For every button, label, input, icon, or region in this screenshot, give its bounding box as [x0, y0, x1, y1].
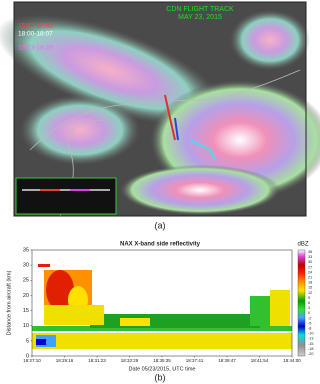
x-tick-label: 18:41:54: [251, 358, 269, 363]
y-tick-label: 20: [23, 293, 29, 299]
colorbar-tick-label: 27: [308, 265, 312, 269]
colorbar-tick-label: 36: [308, 250, 312, 254]
y-tick-label: 30: [23, 263, 29, 269]
x-tick-label: 18:29:16: [56, 358, 74, 363]
legend-entry: 18:23-18:29: [18, 45, 53, 52]
colorbar-tick-label: 18: [308, 281, 312, 285]
y-tick-label: 5: [26, 338, 29, 344]
colorbar-tick-label: 0: [308, 311, 310, 315]
panel-label: (a): [155, 220, 166, 230]
colorbar-tick-label: -13: [308, 337, 314, 341]
panel-label: (b): [155, 372, 166, 382]
colorbar-tick-label: -5: [308, 321, 311, 325]
x-tick-label: 18:31:23: [88, 358, 106, 363]
colorbar-tick-label: -10: [308, 332, 314, 336]
x-tick-label: 18:27:10: [23, 358, 41, 363]
x-tick-label: 18:44:00: [283, 358, 301, 363]
y-tick-label: 10: [23, 323, 29, 329]
colorbar-tick-label: -20: [308, 352, 314, 356]
colorbar-tick-label: 33: [308, 255, 312, 259]
x-tick-label: 18:33:29: [121, 358, 139, 363]
colorbar-tick-label: -15: [308, 342, 314, 346]
colorbar-tick-label: -18: [308, 347, 314, 351]
satellite-image: [0, 1, 320, 217]
panel-a-date: MAY 23, 2015: [178, 14, 222, 21]
x-axis-label: Date 05/23/2015, UTC time: [129, 366, 196, 372]
x-tick-label: 18:35:35: [153, 358, 171, 363]
colorbar-tick-label: 21: [308, 276, 312, 280]
y-axis-label: Distance from aircraft (km): [6, 270, 12, 335]
y-tick-label: 25: [23, 278, 29, 284]
y-tick-label: 0: [26, 353, 29, 359]
y-tick-label: 15: [23, 308, 29, 314]
colorbar: [297, 249, 306, 357]
colorbar-tick-label: 12: [308, 291, 312, 295]
colorbar-tick-label: 30: [308, 260, 312, 264]
x-tick-label: 18:39:47: [218, 358, 236, 363]
colorbar-tick-label: 9: [308, 296, 310, 300]
colorbar-tick-label: 15: [308, 286, 312, 290]
x-tick-label: 18:37:41: [186, 358, 204, 363]
legend-entry: 15:53-17:53: [18, 23, 53, 30]
panel-a-title: CDN FLIGHT TRACK: [166, 6, 234, 13]
legend-entry: 18:00-18:07: [18, 31, 53, 38]
colorbar-title: dBZ: [297, 242, 308, 248]
colorbar-tick-label: 24: [308, 270, 312, 274]
reflectivity-image: [32, 250, 292, 356]
panel-b-title: NAX X-band side reflectivity: [120, 242, 201, 248]
colorbar-tick-label: -2: [308, 316, 311, 320]
colorbar-tick-label: -8: [308, 327, 311, 331]
y-tick-label: 35: [23, 247, 29, 253]
colorbar-tick-label: 6: [308, 301, 310, 305]
colorbar-tick-label: 3: [308, 306, 310, 310]
